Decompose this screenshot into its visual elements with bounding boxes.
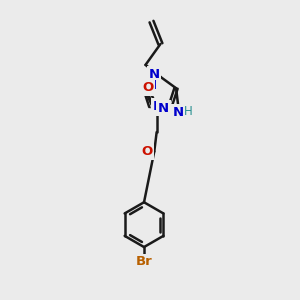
Text: O: O: [142, 81, 153, 94]
Text: Br: Br: [136, 256, 152, 268]
Text: N: N: [158, 101, 169, 115]
Text: N: N: [146, 79, 157, 92]
Text: N: N: [153, 100, 164, 113]
Text: N: N: [148, 68, 159, 81]
Text: O: O: [141, 145, 152, 158]
Text: H: H: [184, 105, 193, 118]
Text: N: N: [173, 106, 184, 119]
